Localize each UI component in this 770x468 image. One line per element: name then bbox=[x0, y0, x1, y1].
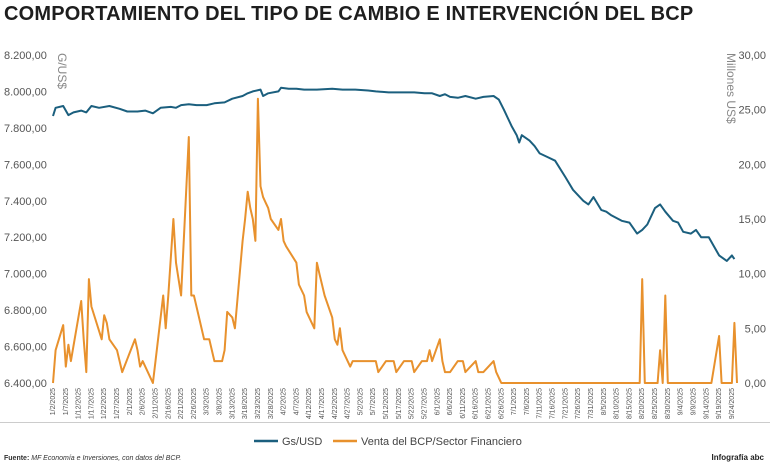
x-axis-tick-label: 2/11/2025 bbox=[152, 388, 159, 419]
x-axis-tick-label: 7/21/2025 bbox=[562, 388, 569, 419]
source-text: MF Economía e Inversiones, con datos del… bbox=[31, 455, 182, 462]
legend: Gs/USD Venta del BCP/Sector Financiero bbox=[254, 436, 522, 448]
x-axis-tick-label: 6/21/2025 bbox=[486, 388, 493, 419]
x-axis-tick-label: 3/3/2025 bbox=[204, 388, 211, 415]
x-axis-tick-label: 5/27/2025 bbox=[421, 388, 428, 419]
x-axis-tick-label: 9/9/2025 bbox=[690, 388, 697, 415]
x-axis-tick-label: 9/14/2025 bbox=[703, 388, 710, 419]
x-axis-tick-label: 8/25/2025 bbox=[652, 388, 659, 419]
brand-logo: abc bbox=[750, 453, 764, 462]
x-axis-tick-label: 2/1/2025 bbox=[127, 388, 134, 415]
x-axis-tick-label: 6/11/2025 bbox=[460, 388, 467, 419]
x-axis-tick-label: 3/23/2025 bbox=[255, 388, 262, 419]
x-axis-tick-label: 4/22/2025 bbox=[332, 388, 339, 419]
left-axis-tick-label: 7.800,00 bbox=[4, 123, 47, 135]
left-axis-tick-label: 7.000,00 bbox=[4, 269, 47, 281]
left-axis-tick-label: 6.400,00 bbox=[4, 378, 47, 390]
x-axis-ticks: 1/2/2025 1/7/2025 1/12/2025 1/17/2025 1/22/2… bbox=[50, 388, 736, 419]
footer-divider bbox=[0, 422, 770, 423]
x-axis-tick-label: 8/15/2025 bbox=[626, 388, 633, 419]
x-axis-tick-label: 6/26/2025 bbox=[498, 388, 505, 419]
source-note: Fuente: MF Economía e Inversiones, con d… bbox=[4, 455, 181, 462]
series-line-bcp-sales bbox=[52, 97, 738, 384]
right-axis-title: Millones US$ bbox=[724, 53, 738, 124]
x-axis-tick-label: 4/7/2025 bbox=[293, 388, 300, 415]
x-axis-tick-label: 6/16/2025 bbox=[473, 388, 480, 419]
left-axis-title: G/US$ bbox=[55, 53, 69, 89]
x-axis-tick-label: 7/26/2025 bbox=[575, 388, 582, 419]
left-axis-tick-label: 7.400,00 bbox=[4, 196, 47, 208]
x-axis-tick-label: 1/7/2025 bbox=[63, 388, 70, 415]
right-axis-tick-label: 15,00 bbox=[738, 214, 766, 226]
chart-title: COMPORTAMIENTO DEL TIPO DE CAMBIO E INTE… bbox=[4, 3, 694, 25]
left-axis-tick-label: 7.600,00 bbox=[4, 159, 47, 171]
x-axis-tick-label: 9/4/2025 bbox=[678, 388, 685, 415]
left-axis-tick-label: 8.200,00 bbox=[4, 50, 47, 62]
source-label: Fuente: bbox=[4, 455, 30, 462]
x-axis-tick-label: 2/6/2025 bbox=[140, 388, 147, 415]
x-axis-tick-label: 7/16/2025 bbox=[550, 388, 557, 419]
x-axis-tick-label: 1/2/2025 bbox=[50, 388, 57, 415]
left-axis-tick-label: 6.800,00 bbox=[4, 305, 47, 317]
x-axis-tick-label: 5/17/2025 bbox=[396, 388, 403, 419]
x-axis-tick-label: 6/6/2025 bbox=[447, 388, 454, 415]
x-axis-tick-label: 2/26/2025 bbox=[191, 388, 198, 419]
x-axis-tick-label: 3/18/2025 bbox=[242, 388, 249, 419]
x-axis-tick-label: 1/17/2025 bbox=[88, 388, 95, 419]
x-axis-tick-label: 5/12/2025 bbox=[383, 388, 390, 419]
x-axis-tick-label: 3/8/2025 bbox=[217, 388, 224, 415]
x-axis-tick-label: 7/1/2025 bbox=[511, 388, 518, 415]
x-axis-tick-label: 4/17/2025 bbox=[319, 388, 326, 419]
x-axis-tick-label: 3/13/2025 bbox=[229, 388, 236, 419]
right-axis-tick-label: 10,00 bbox=[738, 269, 766, 281]
x-axis-tick-label: 4/27/2025 bbox=[345, 388, 352, 419]
x-axis-tick-label: 5/22/2025 bbox=[409, 388, 416, 419]
x-axis-tick-label: 9/19/2025 bbox=[716, 388, 723, 419]
right-axis-tick-label: 25,00 bbox=[738, 105, 766, 117]
x-axis-tick-label: 2/16/2025 bbox=[165, 388, 172, 419]
x-axis-tick-label: 6/1/2025 bbox=[434, 388, 441, 415]
x-axis-tick-label: 1/27/2025 bbox=[114, 388, 121, 419]
x-axis-tick-label: 2/21/2025 bbox=[178, 388, 185, 419]
credit: Infografía abc bbox=[712, 453, 764, 462]
x-axis-tick-label: 7/11/2025 bbox=[537, 388, 544, 419]
series-line-exchange-rate bbox=[52, 86, 736, 262]
right-axis-tick-label: 20,00 bbox=[738, 159, 766, 171]
right-axis-tick-label: 30,00 bbox=[738, 50, 766, 62]
x-axis-tick-label: 8/10/2025 bbox=[614, 388, 621, 419]
legend-label-exchange-rate: Gs/USD bbox=[282, 436, 322, 448]
right-axis-tick-label: 0,00 bbox=[745, 378, 766, 390]
x-axis-tick-label: 5/2/2025 bbox=[357, 388, 364, 415]
x-axis-tick-label: 3/28/2025 bbox=[268, 388, 275, 419]
left-axis-ticks: 8.200,00 8.000,00 7.800,00 7.600,00 7.400,00… bbox=[4, 50, 47, 390]
left-axis-tick-label: 8.000,00 bbox=[4, 86, 47, 98]
right-axis-tick-label: 5,00 bbox=[745, 323, 766, 335]
x-axis-tick-label: 8/20/2025 bbox=[639, 388, 646, 419]
credit-label: Infografía bbox=[711, 453, 748, 462]
left-axis-tick-label: 6.600,00 bbox=[4, 342, 47, 354]
x-axis-tick-label: 1/22/2025 bbox=[101, 388, 108, 419]
x-axis-tick-label: 7/6/2025 bbox=[524, 388, 531, 415]
x-axis-tick-label: 7/31/2025 bbox=[588, 388, 595, 419]
x-axis-tick-label: 4/12/2025 bbox=[306, 388, 313, 419]
x-axis-tick-label: 8/30/2025 bbox=[665, 388, 672, 419]
left-axis-tick-label: 7.200,00 bbox=[4, 232, 47, 244]
x-axis-tick-label: 1/12/2025 bbox=[76, 388, 83, 419]
x-axis-tick-label: 9/24/2025 bbox=[729, 388, 736, 419]
x-axis-tick-label: 5/7/2025 bbox=[370, 388, 377, 415]
right-axis-ticks: 30,00 25,00 20,00 15,00 10,00 5,00 0,00 bbox=[738, 50, 766, 390]
legend-label-bcp-sales: Venta del BCP/Sector Financiero bbox=[361, 436, 522, 448]
x-axis-tick-label: 8/5/2025 bbox=[601, 388, 608, 415]
x-axis-tick-label: 4/2/2025 bbox=[281, 388, 288, 415]
